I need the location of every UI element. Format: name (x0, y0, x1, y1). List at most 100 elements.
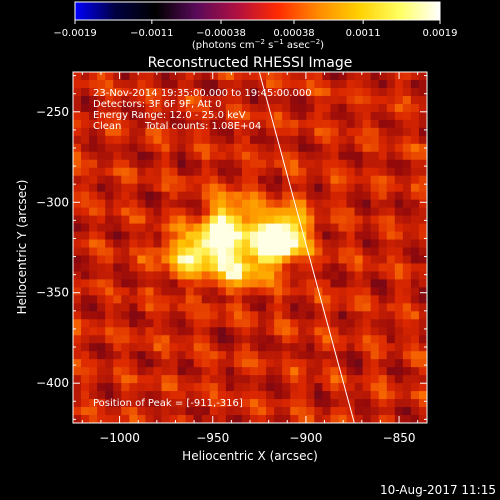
heatmap-cell (274, 167, 283, 177)
heatmap-cell (201, 375, 211, 384)
heatmap-cell (209, 407, 219, 416)
heatmap-cell (306, 111, 315, 121)
heatmap-cell (217, 215, 227, 225)
heatmap-cell (105, 111, 114, 121)
heatmap-cell (233, 383, 243, 392)
heatmap-cell (346, 287, 356, 296)
heatmap-cell (338, 143, 348, 153)
heatmap-cell (362, 311, 372, 320)
heatmap-cell (250, 247, 259, 257)
heatmap-cell (225, 263, 235, 273)
heatmap-cell (306, 303, 315, 312)
heatmap-cell (378, 295, 388, 304)
heatmap-cell (241, 263, 251, 273)
heatmap-cell (370, 359, 380, 368)
heatmap-cell (145, 223, 155, 233)
heatmap-cell (209, 255, 219, 265)
heatmap-cell (225, 159, 235, 169)
heatmap-cell (97, 135, 106, 145)
heatmap-cell (410, 95, 420, 105)
heatmap-cell (201, 335, 211, 344)
heatmap-cell (250, 383, 259, 392)
heatmap-cell (81, 231, 90, 241)
heatmap-cell (410, 247, 420, 257)
heatmap-cell (290, 303, 299, 312)
heatmap-cell (338, 103, 348, 113)
heatmap-cell (250, 199, 259, 209)
heatmap-cell (161, 383, 171, 392)
heatmap-cell (298, 367, 307, 376)
heatmap-cell (362, 151, 372, 161)
heatmap-cell (113, 295, 122, 304)
heatmap-cell (73, 119, 82, 129)
heatmap-cell (410, 199, 420, 209)
heatmap-cell (258, 383, 267, 392)
heatmap-cell (241, 87, 251, 97)
heatmap-cell (137, 367, 147, 376)
heatmap-cell (386, 223, 396, 233)
heatmap-cell (386, 159, 396, 169)
heatmap-cell (250, 79, 259, 89)
heatmap-cell (418, 271, 427, 281)
heatmap-cell (258, 87, 267, 97)
heatmap-cell (209, 367, 219, 376)
heatmap-cell (378, 335, 388, 344)
heatmap-cell (354, 415, 364, 423)
heatmap-cell (266, 399, 275, 408)
heatmap-cell (225, 143, 235, 153)
heatmap-cell (330, 199, 340, 209)
annotations: 23-Nov-2014 19:35:00.000 to 19:45:00.000… (93, 88, 312, 409)
heatmap-cell (418, 407, 427, 416)
heatmap-cell (282, 263, 291, 273)
heatmap-cell (402, 367, 412, 376)
heatmap-cell (209, 111, 219, 121)
heatmap-cell (153, 391, 163, 400)
heatmap-cell (161, 167, 171, 177)
heatmap-cell (97, 311, 106, 320)
heatmap-cell (137, 135, 147, 145)
heatmap-cell (266, 183, 275, 193)
heatmap-cell (137, 255, 147, 265)
heatmap-cell (314, 327, 324, 336)
heatmap-cell (386, 311, 396, 320)
heatmap-cell (346, 231, 356, 241)
heatmap-cell (81, 303, 90, 312)
heatmap-cell (258, 415, 267, 423)
heatmap-cell (225, 303, 235, 312)
heatmap-cell (217, 263, 227, 273)
heatmap-cell (362, 391, 372, 400)
heatmap-cell (274, 247, 283, 257)
heatmap-cell (266, 191, 275, 201)
heatmap-cell (274, 263, 283, 273)
heatmap-cell (169, 335, 179, 344)
heatmap-cell (161, 311, 171, 320)
heatmap-cell (105, 135, 114, 145)
heatmap-cell (97, 239, 106, 249)
heatmap-cell (73, 223, 82, 233)
heatmap-cell (81, 335, 90, 344)
heatmap-cell (314, 351, 324, 360)
heatmap-cell (282, 279, 291, 288)
heatmap-cell (346, 383, 356, 392)
heatmap-cell (274, 311, 283, 320)
heatmap-cell (185, 175, 195, 185)
heatmap-cell (185, 159, 195, 169)
heatmap-cell (298, 311, 307, 320)
heatmap-cell (233, 367, 243, 376)
heatmap-cell (105, 263, 114, 273)
heatmap-cell (81, 119, 90, 129)
heatmap-cell (201, 303, 211, 312)
heatmap-cell (201, 279, 211, 288)
heatmap-cell (89, 127, 98, 137)
heatmap-cell (418, 167, 427, 177)
heatmap-cell (362, 335, 372, 344)
heatmap-cell (386, 199, 396, 209)
heatmap-cell (274, 127, 283, 137)
heatmap-cell (378, 127, 388, 137)
heatmap-cell (89, 335, 98, 344)
heatmap-cell (137, 143, 147, 153)
heatmap-cell (97, 167, 106, 177)
heatmap-cell (81, 279, 90, 288)
heatmap-cell (250, 72, 259, 81)
